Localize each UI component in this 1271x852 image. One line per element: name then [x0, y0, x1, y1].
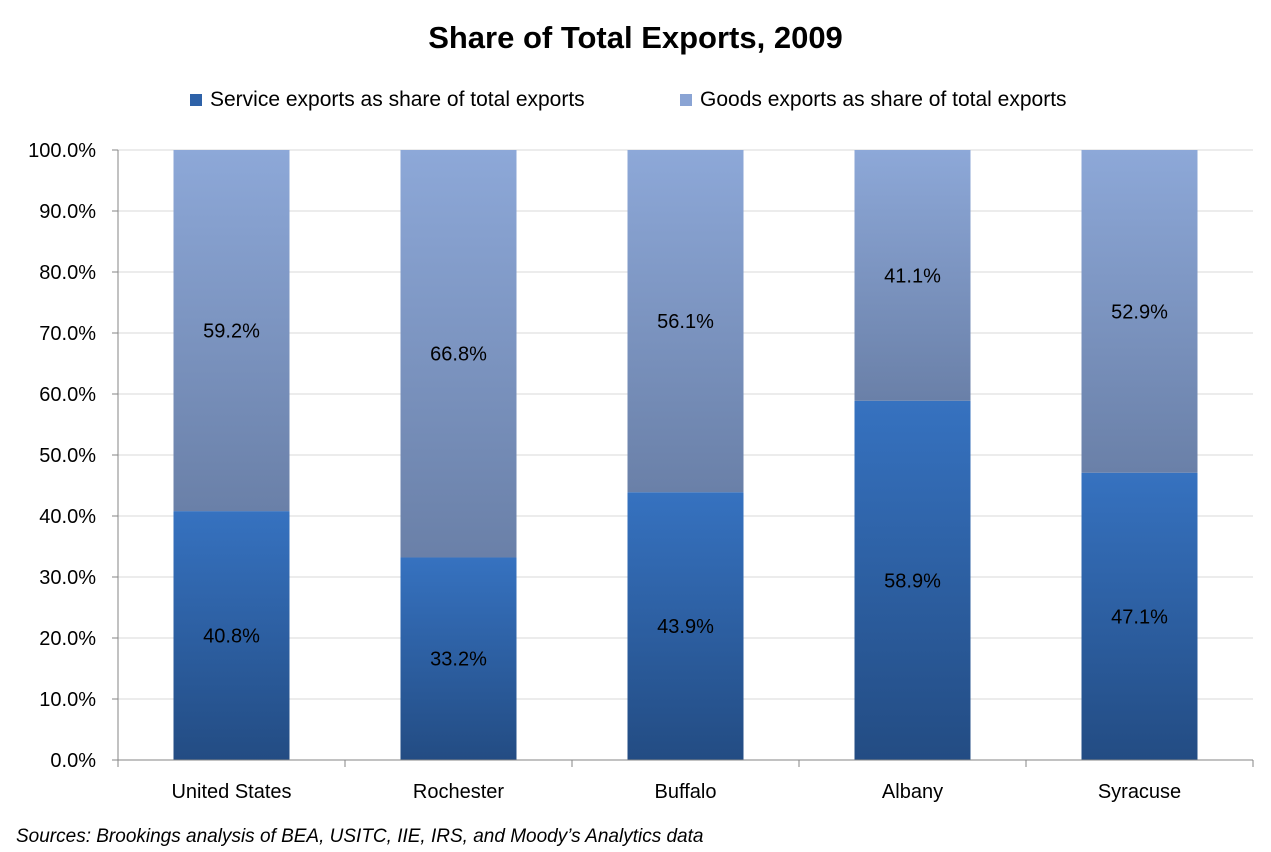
y-tick-label: 30.0%: [39, 567, 96, 589]
data-label: 56.1%: [657, 311, 714, 333]
data-label: 58.9%: [884, 570, 941, 592]
data-label: 47.1%: [1111, 606, 1168, 628]
bar-goods: [173, 150, 290, 512]
bar-goods: [1081, 150, 1198, 473]
bar-service: [854, 400, 971, 760]
bar-service: [173, 511, 290, 760]
y-tick-label: 90.0%: [39, 201, 96, 223]
y-tick-label: 100.0%: [28, 140, 96, 162]
bar-service: [1081, 472, 1198, 760]
data-label: 66.8%: [430, 344, 487, 366]
data-label: 41.1%: [884, 265, 941, 287]
legend-label-service: Service exports as share of total export…: [210, 88, 585, 111]
bar-goods: [854, 150, 971, 401]
bars: [173, 150, 1198, 760]
legend-swatch-service: [190, 94, 202, 106]
bar-service: [400, 557, 517, 760]
x-category-label: Syracuse: [1098, 781, 1181, 803]
y-tick-label: 20.0%: [39, 628, 96, 650]
source-note: Sources: Brookings analysis of BEA, USIT…: [16, 826, 704, 847]
x-category-label: Albany: [882, 781, 943, 803]
data-label: 40.8%: [203, 626, 260, 648]
legend-item-goods: Goods exports as share of total exports: [680, 88, 1067, 112]
legend-swatch-goods: [680, 94, 692, 106]
y-tick-label: 60.0%: [39, 384, 96, 406]
x-category-label: Buffalo: [655, 781, 717, 803]
x-category-label: United States: [171, 781, 291, 803]
legend-label-goods: Goods exports as share of total exports: [700, 88, 1067, 111]
bar-service: [627, 492, 744, 760]
data-label: 59.2%: [203, 321, 260, 343]
y-tick-label: 40.0%: [39, 506, 96, 528]
y-tick-label: 10.0%: [39, 689, 96, 711]
axes: [112, 149, 1254, 767]
y-tick-label: 70.0%: [39, 323, 96, 345]
y-tick-label: 50.0%: [39, 445, 96, 467]
y-tick-label: 0.0%: [50, 750, 96, 772]
data-label: 43.9%: [657, 616, 714, 638]
x-category-label: Rochester: [413, 781, 504, 803]
bar-goods: [627, 150, 744, 493]
bar-goods: [400, 150, 517, 558]
chart-title: Share of Total Exports, 2009: [428, 20, 843, 55]
y-tick-label: 80.0%: [39, 262, 96, 284]
legend-item-service: Service exports as share of total export…: [190, 88, 585, 112]
data-label: 33.2%: [430, 649, 487, 671]
labels: 0.0% 10.0% 20.0% 30.0% 40.0% 50.0% 60.0% 70.0% 8…: [28, 140, 1181, 803]
legend: Service exports as share of total export…: [0, 88, 1271, 118]
data-label: 52.9%: [1111, 301, 1168, 323]
